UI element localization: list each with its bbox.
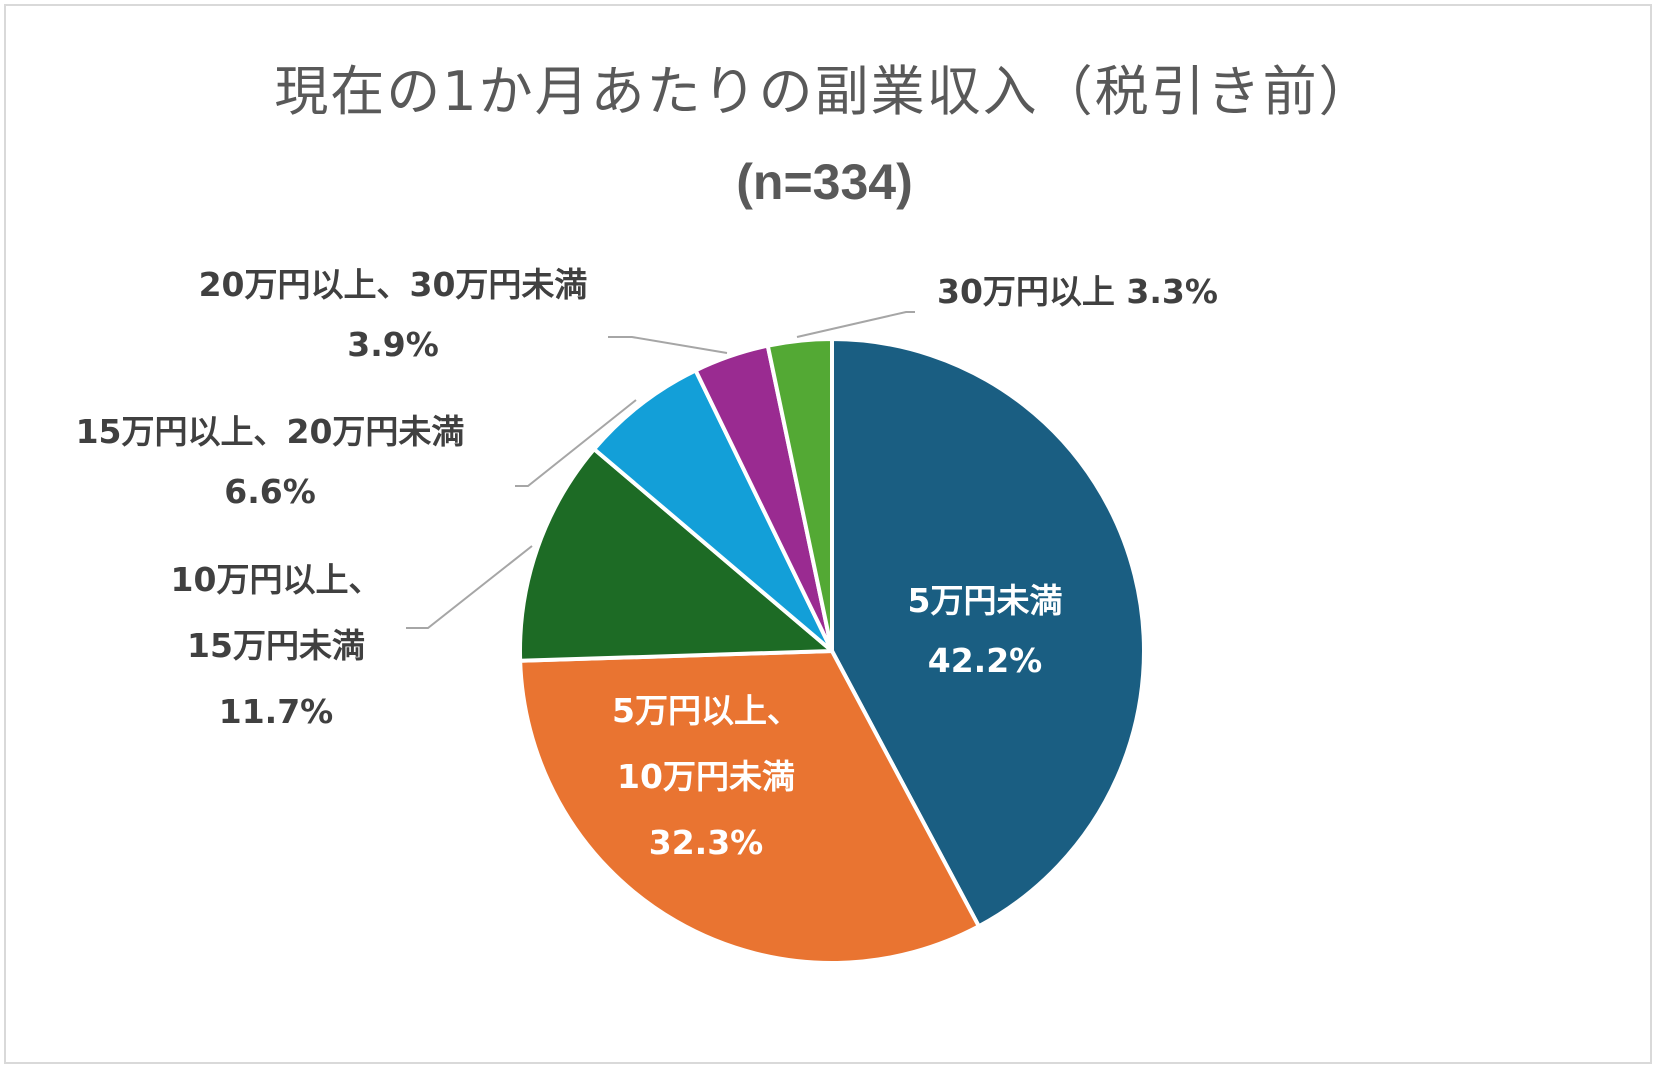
pie-slice [830,337,1146,929]
pie-slice [518,649,981,965]
chart-subtitle: (n=334) [736,154,913,210]
data-labels: 5万円未満 42.2% 5万円以上、 10万円未満 32.3% 10万円以上、 15万円未満… [76,265,1218,862]
pie-slice [765,337,834,653]
slice-value-label: 3.9% [347,325,439,364]
slice-label: 20万円以上、30万円未満 3.9% [199,265,588,364]
slice-name-label: 15万円以上、20万円未満 [76,412,465,451]
slice-label: 5万円未満 42.2% [908,581,1063,680]
slice-name-label: 5万円以上、 [612,691,800,730]
slice-label: 15万円以上、20万円未満 6.6% [76,412,465,511]
leader-line [406,545,533,629]
slice-label: 10万円以上、 15万円未満 11.7% [171,560,382,731]
slice-value-label: 32.3% [649,823,764,862]
pie-slices [518,337,1146,965]
slice-name-label: 10万円以上、 [171,560,382,599]
slice-name-label: 5万円未満 [908,581,1063,620]
leader-line [515,399,637,487]
leader-lines [406,311,915,629]
leader-line [608,336,728,354]
slice-name-label: 20万円以上、30万円未満 [199,265,588,304]
pie-slice [592,368,834,653]
slice-name-label: 15万円未満 [187,626,365,665]
pie-slice [518,447,834,663]
slice-label: 30万円以上 3.3% [937,272,1218,311]
slice-value-label: 11.7% [219,692,334,731]
leader-line [796,311,915,338]
chart-title: 現在の1か月あたりの副業収入（税引き前） [274,60,1375,123]
slice-name-label: 10万円未満 [617,757,795,796]
slice-label: 5万円以上、 10万円未満 32.3% [612,691,800,862]
slice-value-label: 42.2% [928,641,1043,680]
chart-header: 現在の1か月あたりの副業収入（税引き前） (n=334) [0,52,1659,212]
slice-value-label: 6.6% [224,472,316,511]
